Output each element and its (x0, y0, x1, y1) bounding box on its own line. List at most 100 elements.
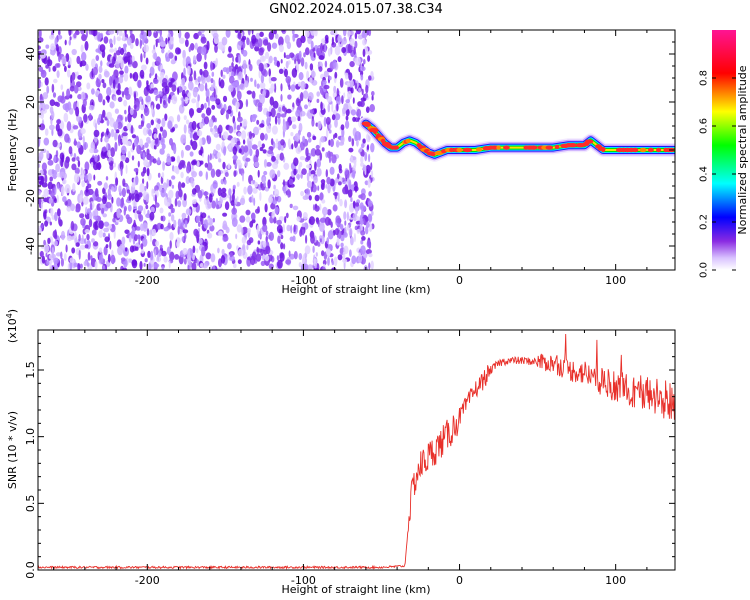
noise-speckle (142, 127, 148, 136)
noise-speckle (283, 52, 286, 59)
noise-speckle (203, 116, 210, 125)
noise-speckle (345, 115, 349, 121)
noise-speckle (348, 147, 354, 153)
noise-speckle (59, 171, 66, 179)
noise-speckle (169, 251, 175, 261)
noise-speckle (131, 259, 138, 269)
noise-speckle (256, 224, 260, 235)
noise-speckle (91, 58, 96, 68)
noise-speckle (183, 258, 187, 265)
noise-speckle (321, 266, 326, 270)
noise-speckle (146, 136, 151, 143)
noise-speckle (267, 42, 272, 52)
noise-speckle (96, 32, 102, 42)
noise-speckle (299, 156, 306, 161)
noise-speckle (360, 74, 364, 81)
noise-speckle (105, 244, 109, 249)
noise-speckle (168, 179, 172, 187)
noise-speckle (140, 30, 144, 36)
noise-speckle (204, 162, 208, 168)
noise-speckle (258, 70, 261, 79)
noise-speckle (371, 210, 374, 216)
noise-speckle (94, 220, 99, 231)
noise-speckle (95, 91, 99, 98)
noise-speckle (360, 66, 366, 72)
noise-speckle (129, 30, 133, 36)
noise-speckle (111, 196, 114, 204)
noise-speckle (127, 112, 132, 123)
noise-speckle (257, 38, 263, 48)
noise-speckle (217, 127, 220, 134)
noise-speckle (297, 99, 301, 104)
noise-speckle (349, 30, 354, 36)
noise-speckle (60, 84, 64, 91)
noise-speckle (190, 139, 193, 147)
noise-speckle (96, 197, 102, 202)
noise-speckle (109, 101, 115, 109)
noise-speckle (181, 236, 185, 242)
noise-speckle (275, 142, 279, 149)
noise-speckle (310, 30, 316, 36)
noise-speckle (209, 97, 216, 102)
noise-speckle (284, 68, 288, 78)
noise-speckle (71, 247, 76, 254)
noise-speckle (190, 176, 194, 184)
noise-speckle (123, 247, 129, 257)
noise-speckle (369, 104, 376, 113)
noise-speckle (251, 144, 258, 150)
noise-speckle (362, 48, 366, 58)
noise-speckle (44, 77, 49, 86)
ridge-peak (503, 145, 510, 150)
noise-speckle (198, 170, 203, 177)
noise-speckle (67, 101, 72, 111)
noise-speckle (243, 145, 249, 153)
noise-speckle (334, 192, 338, 200)
noise-speckle (283, 162, 290, 170)
noise-speckle (331, 102, 334, 113)
noise-speckle (208, 118, 214, 128)
noise-speckle (313, 176, 318, 184)
noise-speckle (368, 191, 372, 197)
ridge-peak (584, 139, 594, 144)
noise-speckle (81, 169, 86, 175)
noise-speckle (260, 74, 265, 84)
noise-speckle (66, 235, 73, 242)
y-tick-label: 0.0 (24, 561, 37, 579)
noise-speckle (171, 94, 178, 105)
noise-speckle (241, 227, 244, 235)
noise-speckle (370, 170, 374, 178)
noise-speckle (370, 162, 373, 171)
noise-speckle (185, 144, 191, 151)
noise-speckle (58, 216, 61, 225)
noise-speckle (105, 176, 109, 181)
noise-speckle (321, 147, 325, 152)
noise-speckle (327, 48, 331, 57)
noise-speckle (160, 215, 163, 221)
noise-speckle (280, 234, 284, 240)
noise-speckle (250, 77, 253, 82)
noise-speckle (166, 246, 171, 255)
ridge-peak (554, 144, 560, 150)
noise-speckle (47, 237, 51, 245)
noise-speckle (212, 188, 216, 194)
noise-speckle (88, 218, 93, 228)
noise-speckle (260, 260, 266, 266)
noise-speckle (162, 161, 166, 171)
noise-speckle (295, 146, 302, 155)
noise-speckle (333, 134, 335, 140)
noise-speckle (71, 157, 76, 162)
noise-speckle (272, 100, 279, 109)
noise-speckle (327, 256, 330, 266)
noise-speckle (171, 84, 177, 92)
noise-speckle (304, 245, 311, 255)
noise-speckle (146, 167, 150, 177)
noise-speckle (310, 148, 317, 157)
snr-ticks: -200 -100 0 100 0.0 0.5 1.0 1.5 (24, 330, 675, 587)
noise-speckle (196, 99, 200, 110)
spectrogram-y-label: Frequency (Hz) (6, 109, 19, 192)
noise-speckle (170, 78, 175, 83)
noise-speckle (329, 178, 335, 187)
noise-speckle (293, 168, 297, 176)
noise-speckle (66, 88, 71, 98)
